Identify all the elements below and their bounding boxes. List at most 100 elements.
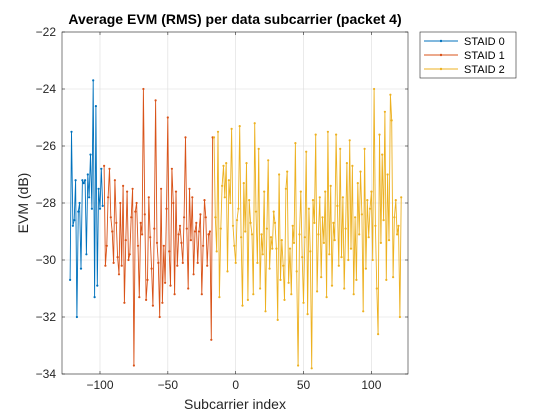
data-point <box>332 221 335 224</box>
data-point <box>389 93 392 96</box>
data-point <box>256 261 259 264</box>
data-point <box>364 267 367 270</box>
data-point <box>90 207 93 210</box>
data-point <box>203 199 206 202</box>
data-point <box>112 261 115 264</box>
data-point <box>298 233 301 236</box>
data-point <box>104 264 107 267</box>
legend-marker <box>439 39 443 43</box>
data-point <box>225 162 228 165</box>
data-point <box>231 224 235 227</box>
data-point <box>161 301 164 304</box>
data-point <box>122 184 125 187</box>
legend-marker <box>439 53 443 57</box>
data-point <box>212 136 216 139</box>
data-point <box>105 244 108 247</box>
data-point <box>302 301 305 304</box>
data-point <box>265 227 268 230</box>
data-point <box>149 236 152 239</box>
data-point <box>335 133 338 136</box>
data-point <box>374 224 377 227</box>
data-point <box>169 284 172 287</box>
data-point <box>128 253 131 256</box>
data-point <box>317 233 320 236</box>
data-point <box>229 201 232 205</box>
legend-label: STAID 2 <box>464 64 505 76</box>
data-point <box>318 196 321 199</box>
data-point <box>282 264 285 267</box>
data-point <box>208 230 211 233</box>
data-point <box>120 264 123 267</box>
data-point <box>367 236 370 239</box>
data-point <box>204 216 207 219</box>
data-point <box>185 227 188 230</box>
data-point <box>101 204 104 207</box>
data-point <box>141 233 144 236</box>
data-point <box>172 201 175 205</box>
data-point <box>139 221 142 224</box>
data-point <box>347 258 350 262</box>
data-point <box>253 122 256 125</box>
data-point <box>326 130 329 133</box>
data-point <box>127 258 130 262</box>
data-point <box>103 164 106 167</box>
y-tick-label: −34 <box>36 367 57 381</box>
data-point <box>383 110 386 113</box>
data-point <box>157 261 160 264</box>
data-point <box>358 233 361 236</box>
data-point <box>154 99 157 102</box>
data-point <box>84 179 87 182</box>
legend[interactable]: STAID 0 STAID 1 STAID 2 <box>419 31 517 79</box>
data-point <box>291 224 294 227</box>
y-tick-label: −32 <box>36 310 57 324</box>
y-tick-label: −26 <box>36 139 57 153</box>
data-point <box>340 256 343 259</box>
data-point <box>349 247 353 250</box>
data-point <box>362 310 365 313</box>
data-point <box>176 264 179 267</box>
data-point <box>206 264 209 267</box>
data-point <box>370 190 373 193</box>
x-tick-label: −100 <box>86 378 113 392</box>
data-point <box>235 219 239 222</box>
data-point <box>221 184 224 187</box>
x-tick-label: 50 <box>297 378 311 392</box>
data-point <box>259 287 262 290</box>
data-point <box>385 278 388 281</box>
data-point <box>88 196 91 199</box>
chart-title: Average EVM (RMS) per data subcarrier (p… <box>68 11 401 27</box>
data-point <box>343 287 346 290</box>
data-point <box>124 239 127 242</box>
data-point <box>74 179 77 182</box>
data-point <box>89 153 92 156</box>
data-point <box>100 167 103 170</box>
data-point <box>230 127 233 130</box>
data-point <box>177 233 180 236</box>
data-point <box>142 87 145 91</box>
data-point <box>393 216 396 219</box>
data-point <box>311 199 315 202</box>
data-point <box>261 253 264 256</box>
data-point <box>309 250 312 253</box>
data-point <box>299 190 302 193</box>
legend-label: STAID 0 <box>464 36 505 48</box>
data-point <box>85 253 88 256</box>
data-point <box>151 304 154 307</box>
data-point <box>197 230 201 233</box>
legend-label: STAID 1 <box>464 50 505 62</box>
data-point <box>339 147 342 150</box>
data-point <box>94 105 97 108</box>
data-point <box>143 213 146 216</box>
data-point <box>242 182 245 185</box>
data-point <box>336 204 339 207</box>
data-point <box>199 213 202 216</box>
data-point <box>158 315 161 319</box>
data-point <box>130 216 133 219</box>
data-point <box>153 227 156 230</box>
data-point <box>268 267 271 270</box>
data-point <box>396 233 399 236</box>
data-point <box>214 216 217 219</box>
data-point <box>180 241 183 244</box>
tick-layer: −100 −50 0 50 100 −34 −32 −30 −28 −26 −24 −22 <box>36 25 408 392</box>
x-axis-label: Subcarrier index <box>184 396 286 412</box>
